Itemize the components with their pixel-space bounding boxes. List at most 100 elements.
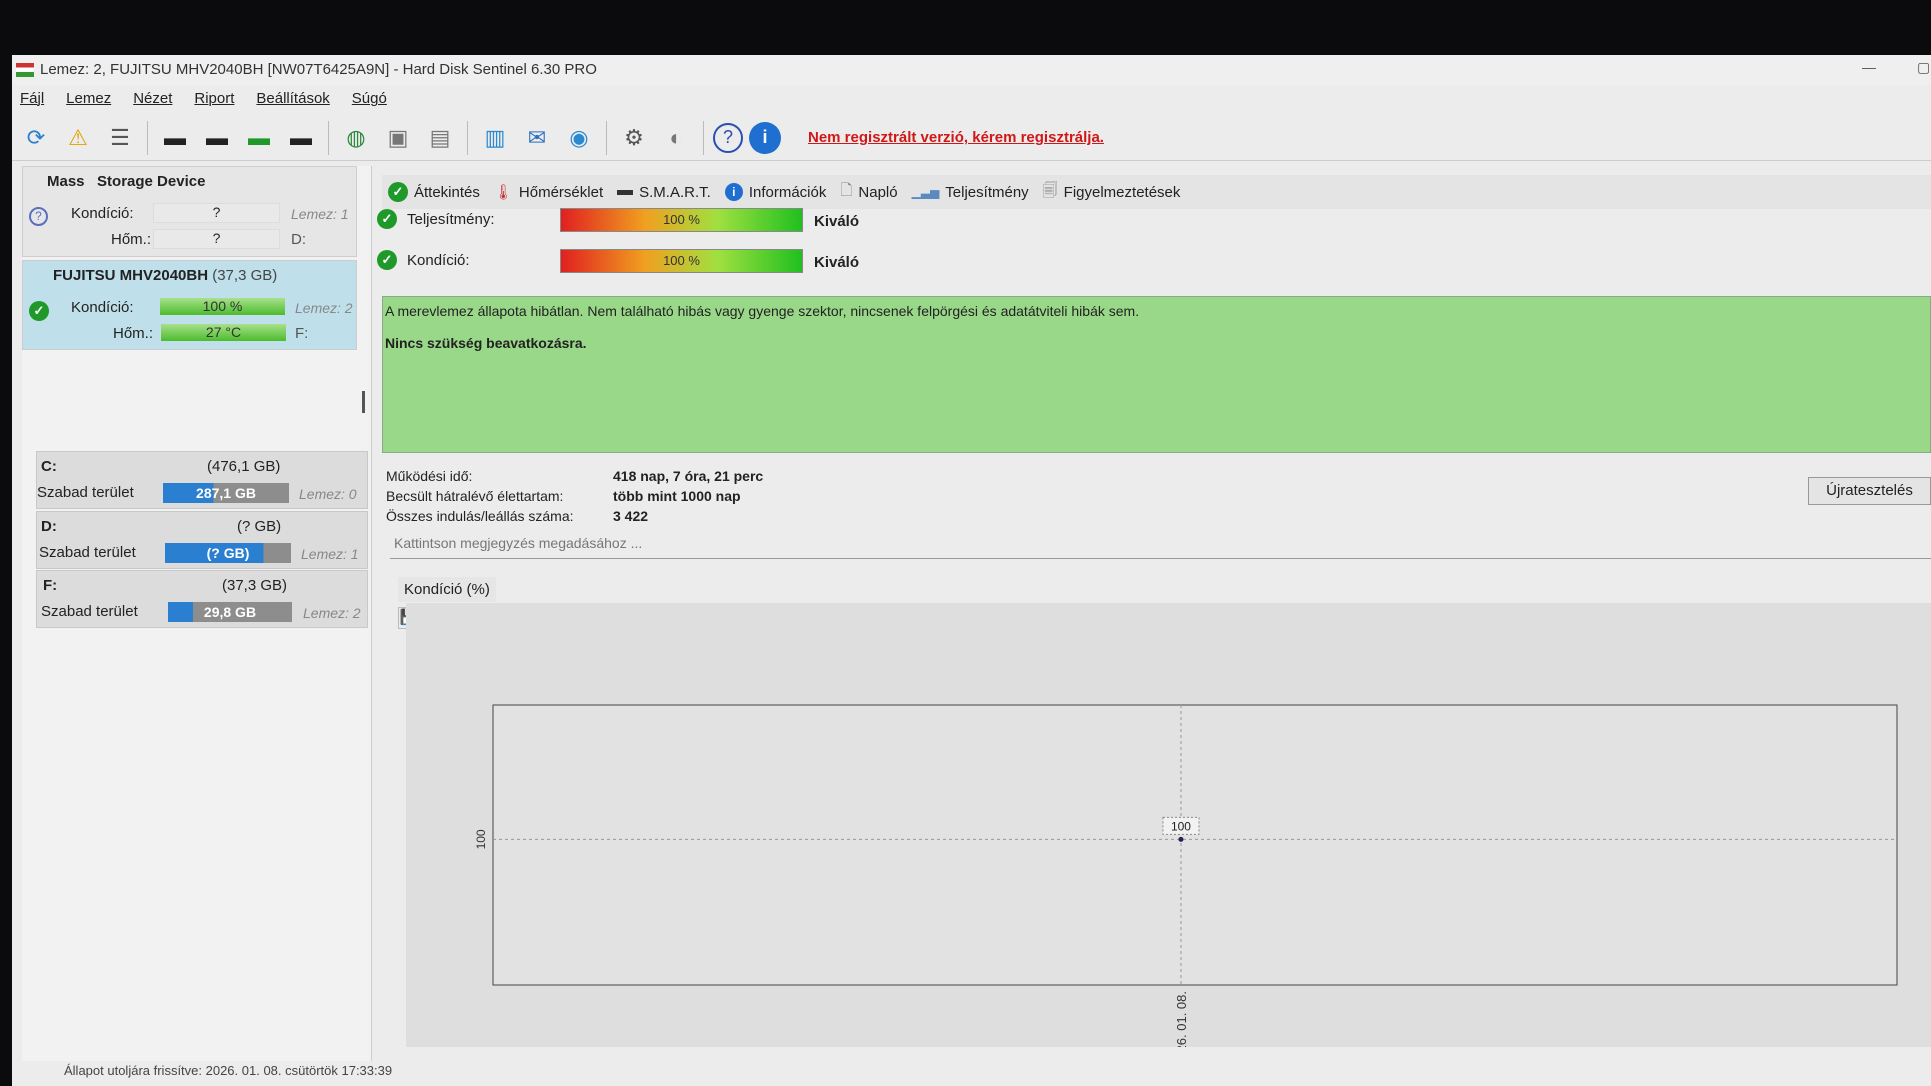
refresh-warning-icon[interactable]: ⚠ (68, 124, 88, 150)
disk-clock-icon[interactable]: ▬ (206, 124, 228, 150)
info-icon[interactable]: i (749, 121, 781, 154)
menu-view[interactable]: Nézet (133, 90, 173, 107)
menu-file[interactable]: Fájl (20, 90, 45, 107)
start-stop-label: Összes indulás/leállás száma: (386, 508, 574, 524)
status-message-box: A merevlemez állapota hibátlan. Nem talá… (382, 296, 1931, 453)
status-bar: Állapot utoljára frissítve: 2026. 01. 08… (64, 1063, 393, 1078)
chart-tab-condition[interactable]: Kondíció (%) (398, 577, 496, 602)
tab-label: Információk (748, 183, 827, 201)
temp-label: Hőm.: (113, 325, 154, 342)
data-label: 100 (1171, 819, 1191, 833)
toolbar-separator (467, 120, 468, 155)
info-values: 418 nap, 7 óra, 21 perc több mint 1000 n… (613, 466, 763, 526)
maximize-button[interactable]: ▢ (1917, 59, 1931, 75)
condition-bar: 100 % (160, 298, 285, 315)
data-label-box (1162, 816, 1200, 835)
plot-area (492, 704, 1898, 986)
tab-smart[interactable]: S.M.A.R.T. (617, 184, 711, 201)
drive-d[interactable]: D: (? GB) Szabad terület (? GB) Lemez: 1 (36, 511, 368, 569)
tab-alerts[interactable]: 🗐 Figyelmeztetések (1043, 180, 1181, 205)
device-item[interactable]: Mass Storage Device ? Kondíció: ? Lemez:… (22, 166, 357, 257)
drive-size: (? GB) (237, 518, 282, 535)
menu-help[interactable]: Súgó (351, 90, 387, 107)
start-stop-value: 3 422 (613, 508, 649, 524)
document-icon: 🗋 (840, 181, 853, 199)
condition-label: Kondíció: (407, 252, 470, 269)
register-link[interactable]: Nem regisztrált verzió, kérem regisztrál… (808, 129, 1104, 146)
performance-rating: Kiváló (814, 213, 860, 230)
drive-letter: D: (41, 518, 57, 535)
app-window: Lemez: 2, FUJITSU MHV2040BH [NW07T6425A9… (12, 55, 1931, 1086)
x-tick-label: 2026. 01. 08. (1174, 991, 1189, 1047)
unknown-status-icon: ? (29, 207, 48, 226)
free-space-label: Szabad terület (37, 484, 134, 501)
speaker-icon[interactable]: ◐ (669, 124, 683, 150)
drive-letter: D: (291, 231, 306, 248)
info-icon: i (724, 183, 743, 201)
performance-bar: 100 % (560, 208, 803, 232)
tab-bar: ✓ Áttekintés 🌡 Hőmérséklet S.M.A.R.T. i Inf… (382, 175, 1931, 209)
disk-number: Lemez: 1 (301, 546, 359, 562)
drive-letter: F: (295, 325, 309, 342)
lifetime-value: több mint 1000 nap (613, 488, 741, 504)
condition-bar: 100 % (560, 249, 803, 273)
minimize-button[interactable]: — (1862, 59, 1876, 75)
disk-number: Lemez: 0 (299, 486, 357, 502)
tab-information[interactable]: i Információk (724, 183, 827, 201)
email-icon[interactable]: ✉ (527, 124, 547, 150)
y-tick-label: 100 (474, 829, 488, 849)
app-icon (16, 63, 34, 77)
network-icon[interactable]: ◉ (569, 124, 589, 150)
tab-log[interactable]: 🗋 Napló (840, 180, 897, 205)
tab-overview[interactable]: ✓ Áttekintés (388, 182, 480, 202)
free-space-label: Szabad terület (41, 603, 138, 620)
condition-value: ? (153, 203, 280, 223)
tab-label: Áttekintés (414, 183, 480, 201)
menu-settings[interactable]: Beállítások (256, 90, 330, 107)
device-item-selected[interactable]: FUJITSU MHV2040BH (37,3 GB) ✓ Kondíció: … (22, 260, 357, 350)
scrollbar-thumb[interactable] (362, 391, 365, 413)
drive-c[interactable]: C: (476,1 GB) Szabad terület 287,1 GB Le… (36, 451, 368, 509)
free-space-label: Szabad terület (39, 544, 136, 561)
condition-label: Kondíció: (71, 205, 134, 222)
thermometer-icon: 🌡 (493, 184, 513, 201)
advice-text: Nincs szükség beavatkozásra. (385, 335, 587, 351)
drive-f[interactable]: F: (37,3 GB) Szabad terület 29,8 GB Leme… (36, 570, 368, 628)
condition-chart: 2026. 01. 08. 100 100 (474, 704, 1898, 1067)
menu-bar: Fájl Lemez Nézet Riport Beállítások Súgó (12, 85, 387, 113)
tab-performance[interactable]: ▁▃▅ Teljesítmény (912, 184, 1029, 201)
toolbar-separator (606, 120, 607, 155)
disk-list-icon[interactable]: ☰ (110, 124, 130, 150)
info-labels: Működési idő: Becsült hátralévő élettart… (386, 466, 574, 526)
disk-check-icon[interactable]: ▬ (248, 124, 270, 150)
tab-label: Figyelmeztetések (1063, 183, 1181, 201)
help-icon[interactable]: ? (713, 122, 743, 153)
lifetime-label: Becsült hátralévő élettartam: (386, 488, 564, 504)
condition-rating: Kiváló (814, 254, 860, 271)
disk-tools-icon[interactable]: ▣ (387, 124, 409, 150)
disk-number: Lemez: 2 (303, 605, 361, 621)
menu-disk[interactable]: Lemez (66, 90, 112, 107)
chart-panel: 2026. 01. 08. 100 100 (406, 603, 1931, 1067)
menu-report[interactable]: Riport (194, 90, 235, 107)
globe-disk-icon[interactable]: ◍ (346, 124, 366, 150)
tab-label: S.M.A.R.T. (639, 183, 711, 201)
check-icon: ✓ (388, 182, 408, 202)
title-bar: Lemez: 2, FUJITSU MHV2040BH [NW07T6425A9… (12, 55, 1931, 85)
disk-usb-icon[interactable]: ▤ (429, 124, 451, 150)
disk-icon (617, 189, 634, 195)
disk-sound-icon[interactable]: ▬ (164, 124, 186, 150)
retest-button[interactable]: Újratesztelés (1808, 477, 1931, 505)
temp-bar: 27 °C (161, 324, 286, 341)
drive-size: (37,3 GB) (222, 577, 288, 594)
settings-icon[interactable]: ⚙ (624, 124, 644, 150)
report-icon[interactable]: ▥ (484, 124, 506, 150)
tab-temperature[interactable]: 🌡 Hőmérséklet (493, 183, 603, 202)
drive-letter: F: (43, 577, 58, 594)
toolbar: ⟳ ⚠ ☰ ▬ ▬ ▬ ▬ ◍ ▣ ▤ ▥ ✉ ◉ ⚙ ◐ ? i (12, 115, 1931, 161)
toolbar-separator (703, 120, 704, 155)
disk-search-icon[interactable]: ▬ (290, 124, 312, 150)
note-input[interactable]: Kattintson megjegyzés megadásához ... (390, 535, 1931, 559)
refresh-icon[interactable]: ⟳ (26, 124, 46, 150)
tab-label: Napló (858, 183, 898, 201)
